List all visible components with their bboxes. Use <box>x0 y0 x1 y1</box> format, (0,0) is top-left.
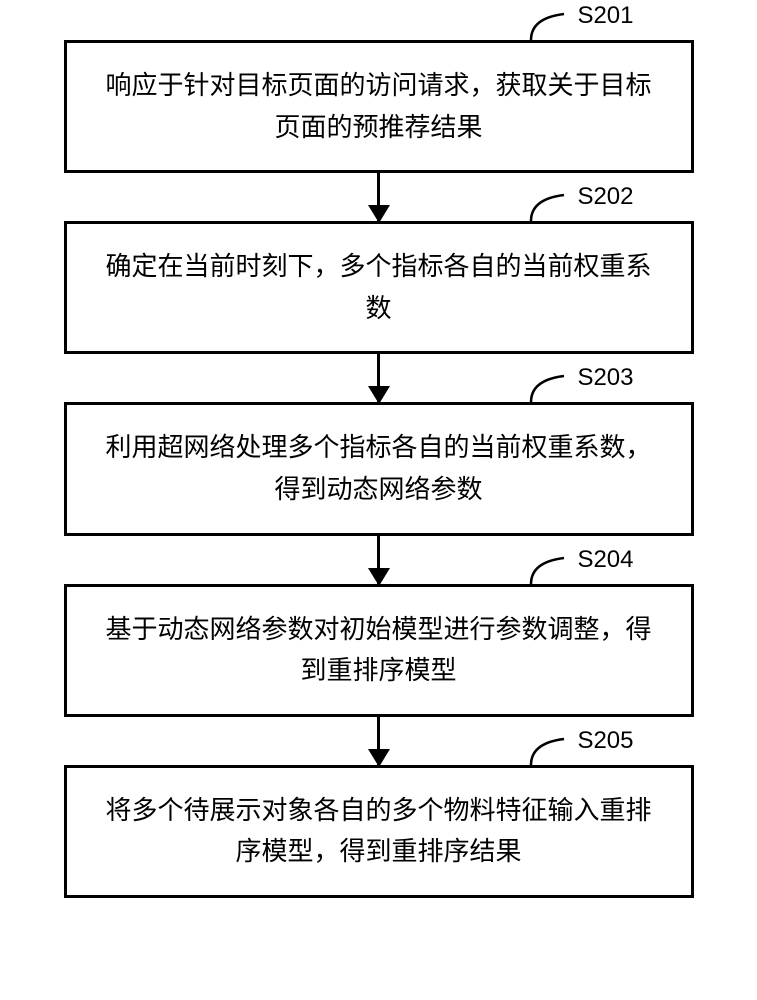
arrow-down-icon <box>377 717 380 765</box>
step-box: 确定在当前时刻下，多个指标各自的当前权重系数 <box>64 221 694 354</box>
flowchart-step: S203 利用超网络处理多个指标各自的当前权重系数，得到动态网络参数 <box>64 402 694 535</box>
step-text: 基于动态网络参数对初始模型进行参数调整，得到重排序模型 <box>105 615 651 686</box>
step-text: 响应于针对目标页面的访问请求，获取关于目标页面的预推荐结果 <box>105 71 651 142</box>
flowchart-step: S202 确定在当前时刻下，多个指标各自的当前权重系数 <box>64 221 694 354</box>
arrow-down-icon <box>377 536 380 584</box>
step-label: S202 <box>577 183 633 211</box>
step-label: S205 <box>577 727 633 755</box>
step-text: 利用超网络处理多个指标各自的当前权重系数，得到动态网络参数 <box>105 433 651 504</box>
step-box: 将多个待展示对象各自的多个物料特征输入重排序模型，得到重排序结果 <box>64 765 694 898</box>
step-box: 响应于针对目标页面的访问请求，获取关于目标页面的预推荐结果 <box>64 40 694 173</box>
flowchart-step: S205 将多个待展示对象各自的多个物料特征输入重排序模型，得到重排序结果 <box>64 765 694 898</box>
step-box: 利用超网络处理多个指标各自的当前权重系数，得到动态网络参数 <box>64 402 694 535</box>
label-connector-curve <box>506 733 566 765</box>
arrow-down-icon <box>377 354 380 402</box>
step-label: S203 <box>577 364 633 392</box>
label-connector-curve <box>506 370 566 402</box>
step-label: S201 <box>577 2 633 30</box>
flowchart-container: S201 响应于针对目标页面的访问请求，获取关于目标页面的预推荐结果 S202 … <box>64 40 694 898</box>
step-box: 基于动态网络参数对初始模型进行参数调整，得到重排序模型 <box>64 584 694 717</box>
step-text: 将多个待展示对象各自的多个物料特征输入重排序模型，得到重排序结果 <box>105 796 651 867</box>
label-connector-curve <box>506 189 566 221</box>
flowchart-step: S201 响应于针对目标页面的访问请求，获取关于目标页面的预推荐结果 <box>64 40 694 173</box>
step-label: S204 <box>577 546 633 574</box>
label-connector-curve <box>506 552 566 584</box>
arrow-down-icon <box>377 173 380 221</box>
flowchart-step: S204 基于动态网络参数对初始模型进行参数调整，得到重排序模型 <box>64 584 694 717</box>
step-text: 确定在当前时刻下，多个指标各自的当前权重系数 <box>105 252 651 323</box>
label-connector-curve <box>506 8 566 40</box>
